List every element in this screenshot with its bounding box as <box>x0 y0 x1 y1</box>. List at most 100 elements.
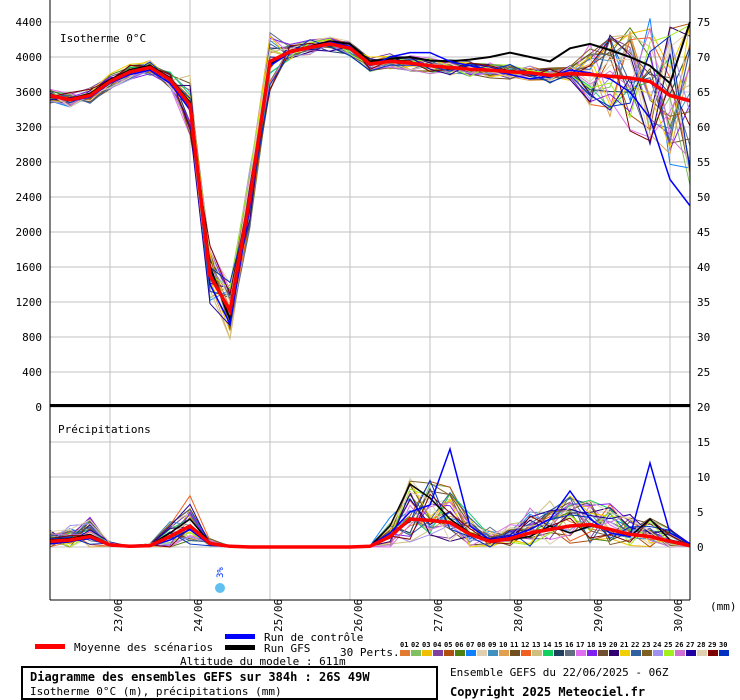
y-tick-left: 800 <box>22 331 42 344</box>
pert-number: 28 <box>697 641 705 649</box>
x-tick-label: 28/06 <box>512 599 525 632</box>
y-tick-left: 3600 <box>16 86 43 99</box>
footer-title: Diagramme des ensembles GEFS sur 384h : … <box>30 670 370 684</box>
y-tick-right: 35 <box>697 296 710 309</box>
pert-number: 26 <box>675 641 683 649</box>
snowflake-icon <box>215 583 225 593</box>
y-tick-precip: 15 <box>697 436 710 449</box>
pert-number: 09 <box>488 641 496 649</box>
pert-color-swatch <box>719 650 729 656</box>
pert-number: 12 <box>521 641 529 649</box>
pert-number: 16 <box>565 641 573 649</box>
pert-number: 13 <box>532 641 540 649</box>
pert-color-swatch <box>609 650 619 656</box>
pert-color-swatch <box>653 650 663 656</box>
pert-color-swatch <box>510 650 520 656</box>
y-tick-left: 400 <box>22 366 42 379</box>
x-tick-label: 23/06 <box>112 599 125 632</box>
member-isotherm-line <box>49 36 691 320</box>
y-tick-right: 25 <box>697 366 710 379</box>
pert-number: 17 <box>576 641 584 649</box>
y-tick-left: 2000 <box>16 226 43 239</box>
x-tick-label: 24/06 <box>192 599 205 632</box>
member-isotherm-line <box>49 34 691 341</box>
pert-number: 15 <box>554 641 562 649</box>
precip-title: Précipitations <box>58 423 151 436</box>
pert-number: 07 <box>466 641 474 649</box>
footer-subtitle: Isotherme 0°C (m), précipitations (mm) <box>30 685 282 698</box>
pert-number: 23 <box>642 641 650 649</box>
pert-color-swatch <box>598 650 608 656</box>
y-tick-left: 1600 <box>16 261 43 274</box>
model-altitude: Altitude du modele : 611m <box>180 655 346 668</box>
pert-number: 04 <box>433 641 441 649</box>
y-tick-right: 65 <box>697 86 710 99</box>
pert-color-swatch <box>565 650 575 656</box>
pert-color-swatch <box>664 650 674 656</box>
pert-number: 21 <box>620 641 628 649</box>
x-tick-label: 26/06 <box>352 599 365 632</box>
pert-number: 05 <box>444 641 452 649</box>
run-info: Ensemble GEFS du 22/06/2025 - 06Z <box>450 666 669 679</box>
legend-control: Run de contrôle <box>264 631 363 644</box>
pert-color-swatch <box>697 650 707 656</box>
pert-color-swatch <box>400 650 410 656</box>
pert-number: 08 <box>477 641 485 649</box>
pert-color-swatch <box>444 650 454 656</box>
pert-color-swatch <box>642 650 652 656</box>
pert-color-swatch <box>466 650 476 656</box>
pert-color-swatch <box>411 650 421 656</box>
member-isotherm-line <box>49 36 691 305</box>
pert-number: 24 <box>653 641 661 649</box>
pert-color-swatch <box>499 650 509 656</box>
legend-gfs: Run GFS <box>264 642 310 655</box>
y-tick-precip: 0 <box>697 541 704 554</box>
snow-probability: 3% <box>216 567 226 578</box>
isotherm-title: Isotherme 0°C <box>60 32 146 45</box>
pert-number: 19 <box>598 641 606 649</box>
pert-color-swatch <box>543 650 553 656</box>
y-tick-right: 60 <box>697 121 710 134</box>
copyright: Copyright 2025 Meteociel.fr <box>450 685 646 699</box>
pert-number: 03 <box>422 641 430 649</box>
y-tick-left: 4400 <box>16 16 43 29</box>
y-tick-right: 55 <box>697 156 710 169</box>
pert-color-swatch <box>620 650 630 656</box>
pert-number: 29 <box>708 641 716 649</box>
pert-number: 25 <box>664 641 672 649</box>
y-tick-right: 75 <box>697 16 710 29</box>
pert-number: 01 <box>400 641 408 649</box>
pert-number: 22 <box>631 641 639 649</box>
legend-perts: 30 Perts. <box>340 646 400 659</box>
y-tick-precip: 10 <box>697 471 710 484</box>
x-tick-label: 29/06 <box>592 599 605 632</box>
pert-color-swatch <box>488 650 498 656</box>
pert-color-swatch <box>433 650 443 656</box>
y-tick-precip: 5 <box>697 506 704 519</box>
y-tick-left: 3200 <box>16 121 43 134</box>
y-tick-left: 4000 <box>16 51 43 64</box>
x-tick-label: 25/06 <box>272 599 285 632</box>
pert-color-swatch <box>455 650 465 656</box>
y-tick-right: 50 <box>697 191 710 204</box>
y-tick-left: 1200 <box>16 296 43 309</box>
pert-color-swatch <box>708 650 718 656</box>
pert-color-swatch <box>631 650 641 656</box>
x-tick-label: 30/06 <box>672 599 685 632</box>
pert-color-swatch <box>422 650 432 656</box>
pert-number: 06 <box>455 641 463 649</box>
pert-color-swatch <box>587 650 597 656</box>
pert-number: 18 <box>587 641 595 649</box>
y-tick-right: 70 <box>697 51 710 64</box>
member-isotherm-line <box>49 36 691 313</box>
pert-number: 27 <box>686 641 694 649</box>
member-precip-line <box>49 490 691 548</box>
y-tick-right: 30 <box>697 331 710 344</box>
pert-number: 30 <box>719 641 727 649</box>
legend-mean: Moyenne des scénarios <box>74 641 213 654</box>
pert-color-swatch <box>477 650 487 656</box>
pert-number: 14 <box>543 641 551 649</box>
member-isotherm-line <box>49 38 691 303</box>
legend-gfs-swatch <box>225 645 255 650</box>
